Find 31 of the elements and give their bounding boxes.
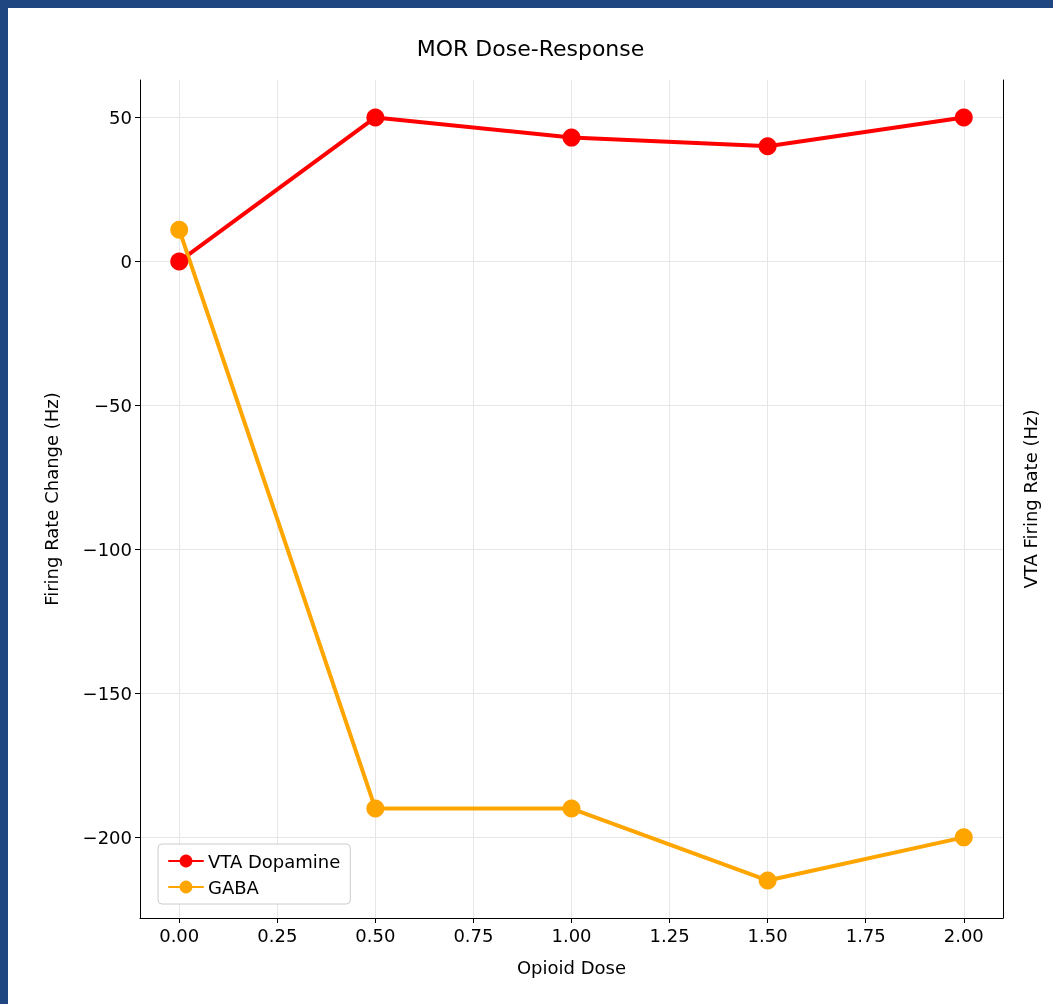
- x-tick-label: 0.25: [257, 924, 298, 946]
- y-tick-label: 50: [109, 106, 132, 128]
- y-tick-label: −150: [82, 682, 132, 704]
- x-tick-label: 0.00: [159, 924, 200, 946]
- point: [758, 871, 777, 890]
- point: [170, 220, 189, 239]
- x-tick-label: 0.50: [355, 924, 396, 946]
- point: [562, 128, 581, 147]
- y-axis-title: Firing Rate Change (Hz): [40, 392, 62, 606]
- point: [954, 828, 973, 847]
- chart-title: MOR Dose-Response: [416, 35, 645, 61]
- x-tick-label: 0.75: [453, 924, 494, 946]
- x-tick-label: 1.75: [845, 924, 886, 946]
- y-tick-label: 0: [120, 250, 132, 272]
- x-tick-label: 2.00: [943, 924, 984, 946]
- point: [758, 137, 777, 156]
- point: [562, 799, 581, 818]
- x-tick-label: 1.25: [649, 924, 690, 946]
- point: [954, 108, 973, 127]
- y2-axis-title: VTA Firing Rate (Hz): [1019, 409, 1041, 589]
- y-tick-label: −100: [82, 538, 132, 560]
- y-tick-label: −50: [94, 394, 132, 416]
- point: [366, 799, 385, 818]
- point: [366, 108, 385, 127]
- point: [170, 252, 189, 271]
- legend-label: VTA Dopamine: [208, 850, 341, 872]
- y-tick-label: −200: [82, 826, 132, 848]
- legend-label: GABA: [208, 876, 260, 898]
- x-tick-label: 1.50: [747, 924, 788, 946]
- x-tick-label: 1.00: [551, 924, 592, 946]
- x-axis-title: Opioid Dose: [516, 956, 627, 978]
